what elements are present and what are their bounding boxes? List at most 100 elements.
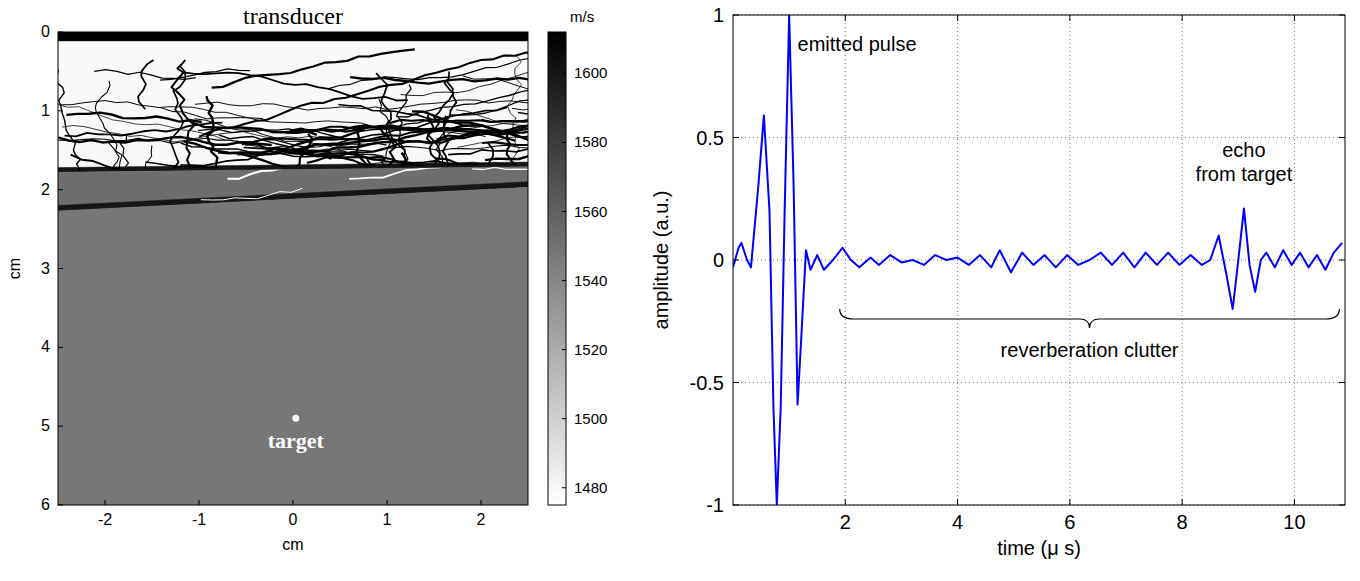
colorbar-tick-label: 1520 — [574, 341, 607, 358]
y-axis-title: amplitude (a.u.) — [650, 191, 672, 330]
tissue-boundary — [138, 60, 153, 109]
tissue-boundary — [306, 169, 335, 317]
y-tick — [58, 110, 63, 111]
tissue-texture — [58, 53, 526, 317]
x-tick — [957, 499, 958, 505]
tissue-texture — [173, 135, 528, 235]
y-tick-label: 1 — [713, 4, 724, 26]
y-tick-label: 0 — [713, 249, 724, 271]
tissue-boundary — [58, 137, 272, 145]
tissue-boundary — [508, 56, 526, 225]
tissue-boundary — [293, 134, 323, 293]
tissue-boundary — [96, 143, 121, 305]
tissue-boundary — [156, 60, 186, 256]
colorbar-tick-label: 1540 — [574, 272, 607, 289]
tissue-boundary — [379, 99, 399, 219]
y-tick — [733, 382, 739, 383]
colorbar-tick — [562, 487, 566, 488]
colorbar-tick-label: 1480 — [574, 479, 607, 496]
y-tick — [1339, 505, 1345, 506]
tissue-region — [58, 32, 528, 41]
y-tick — [733, 137, 739, 138]
x-tick-label: 10 — [1283, 511, 1305, 533]
y-tick — [58, 268, 63, 269]
tissue-boundary — [173, 208, 444, 234]
tissue-boundary — [65, 123, 223, 137]
y-tick-label: 2 — [41, 181, 50, 198]
annotation: echofrom target — [1196, 139, 1293, 185]
tissue-boundary — [421, 82, 457, 279]
x-tick-label: 8 — [1177, 511, 1188, 533]
x-tick — [957, 15, 958, 21]
plot-background — [733, 15, 1345, 505]
tissue-boundary — [503, 168, 524, 276]
y-tick-label: 0 — [41, 23, 50, 40]
y-tick-label: 6 — [41, 496, 50, 513]
tissue-boundary — [195, 100, 528, 110]
x-tick — [481, 500, 482, 505]
tissue-boundary — [423, 72, 454, 224]
x-tick-label: 4 — [952, 511, 963, 533]
y-tick — [733, 505, 739, 506]
x-tick — [1069, 15, 1070, 21]
y-tick-label: 4 — [41, 338, 50, 355]
panel-title: transducer — [243, 3, 343, 29]
tissue-boundary — [58, 53, 101, 251]
x-tick-label: -1 — [192, 511, 206, 528]
target-label: target — [268, 428, 325, 453]
tissue-boundary — [206, 96, 222, 194]
x-tick — [845, 499, 846, 505]
y-tick — [1339, 260, 1345, 261]
y-tick-label: -0.5 — [690, 372, 724, 394]
tissue-boundary — [415, 168, 528, 186]
tissue-boundary — [349, 143, 528, 179]
y-tick — [58, 347, 63, 348]
tissue-boundary — [466, 142, 493, 247]
y-tick — [58, 505, 63, 506]
colorbar — [548, 32, 566, 505]
annotation-line: echo — [1222, 139, 1265, 161]
tissue-boundary — [376, 73, 421, 184]
y-tick — [58, 426, 63, 427]
x-tick-label: 6 — [1064, 511, 1075, 533]
x-tick — [1182, 15, 1183, 21]
tissue-boundary — [258, 207, 506, 224]
colorbar-tick — [562, 280, 566, 281]
y-tick-label: -1 — [706, 494, 724, 516]
tissue-boundary — [401, 66, 529, 96]
y-tick-label: 1 — [41, 102, 50, 119]
colorbar-tick — [562, 418, 566, 419]
tissue-boundary — [481, 119, 528, 126]
x-tick — [1069, 499, 1070, 505]
y-tick — [1339, 382, 1345, 383]
brace — [840, 309, 1340, 328]
x-tick — [387, 500, 388, 505]
waveform-line — [733, 15, 1342, 505]
x-axis-title: cm — [282, 536, 303, 553]
annotation: reverberation clutter — [1001, 339, 1179, 361]
y-tick-label: 5 — [41, 417, 50, 434]
tissue-boundary — [182, 72, 408, 100]
tissue-region — [58, 187, 528, 505]
colorbar-tick — [562, 211, 566, 212]
x-tick-label: -2 — [98, 511, 112, 528]
colorbar-title: m/s — [570, 8, 594, 25]
y-tick — [733, 15, 739, 16]
x-tick-label: 2 — [840, 511, 851, 533]
y-tick-label: 0.5 — [696, 127, 724, 149]
colorbar-tick — [562, 73, 566, 74]
tissue-boundary — [228, 135, 442, 179]
colorbar-tick-label: 1580 — [574, 133, 607, 150]
x-tick — [1182, 499, 1183, 505]
x-tick-label: 1 — [383, 511, 392, 528]
y-tick-label: 3 — [41, 260, 50, 277]
frame — [58, 32, 528, 505]
tissue-boundary — [113, 135, 136, 285]
annotation: emitted pulse — [798, 33, 917, 55]
y-tick — [1339, 137, 1345, 138]
y-tick — [1339, 15, 1345, 16]
tissue-texture — [58, 46, 528, 228]
tissue-boundary — [456, 110, 528, 172]
x-tick — [199, 500, 200, 505]
tissue-boundary — [136, 145, 154, 295]
